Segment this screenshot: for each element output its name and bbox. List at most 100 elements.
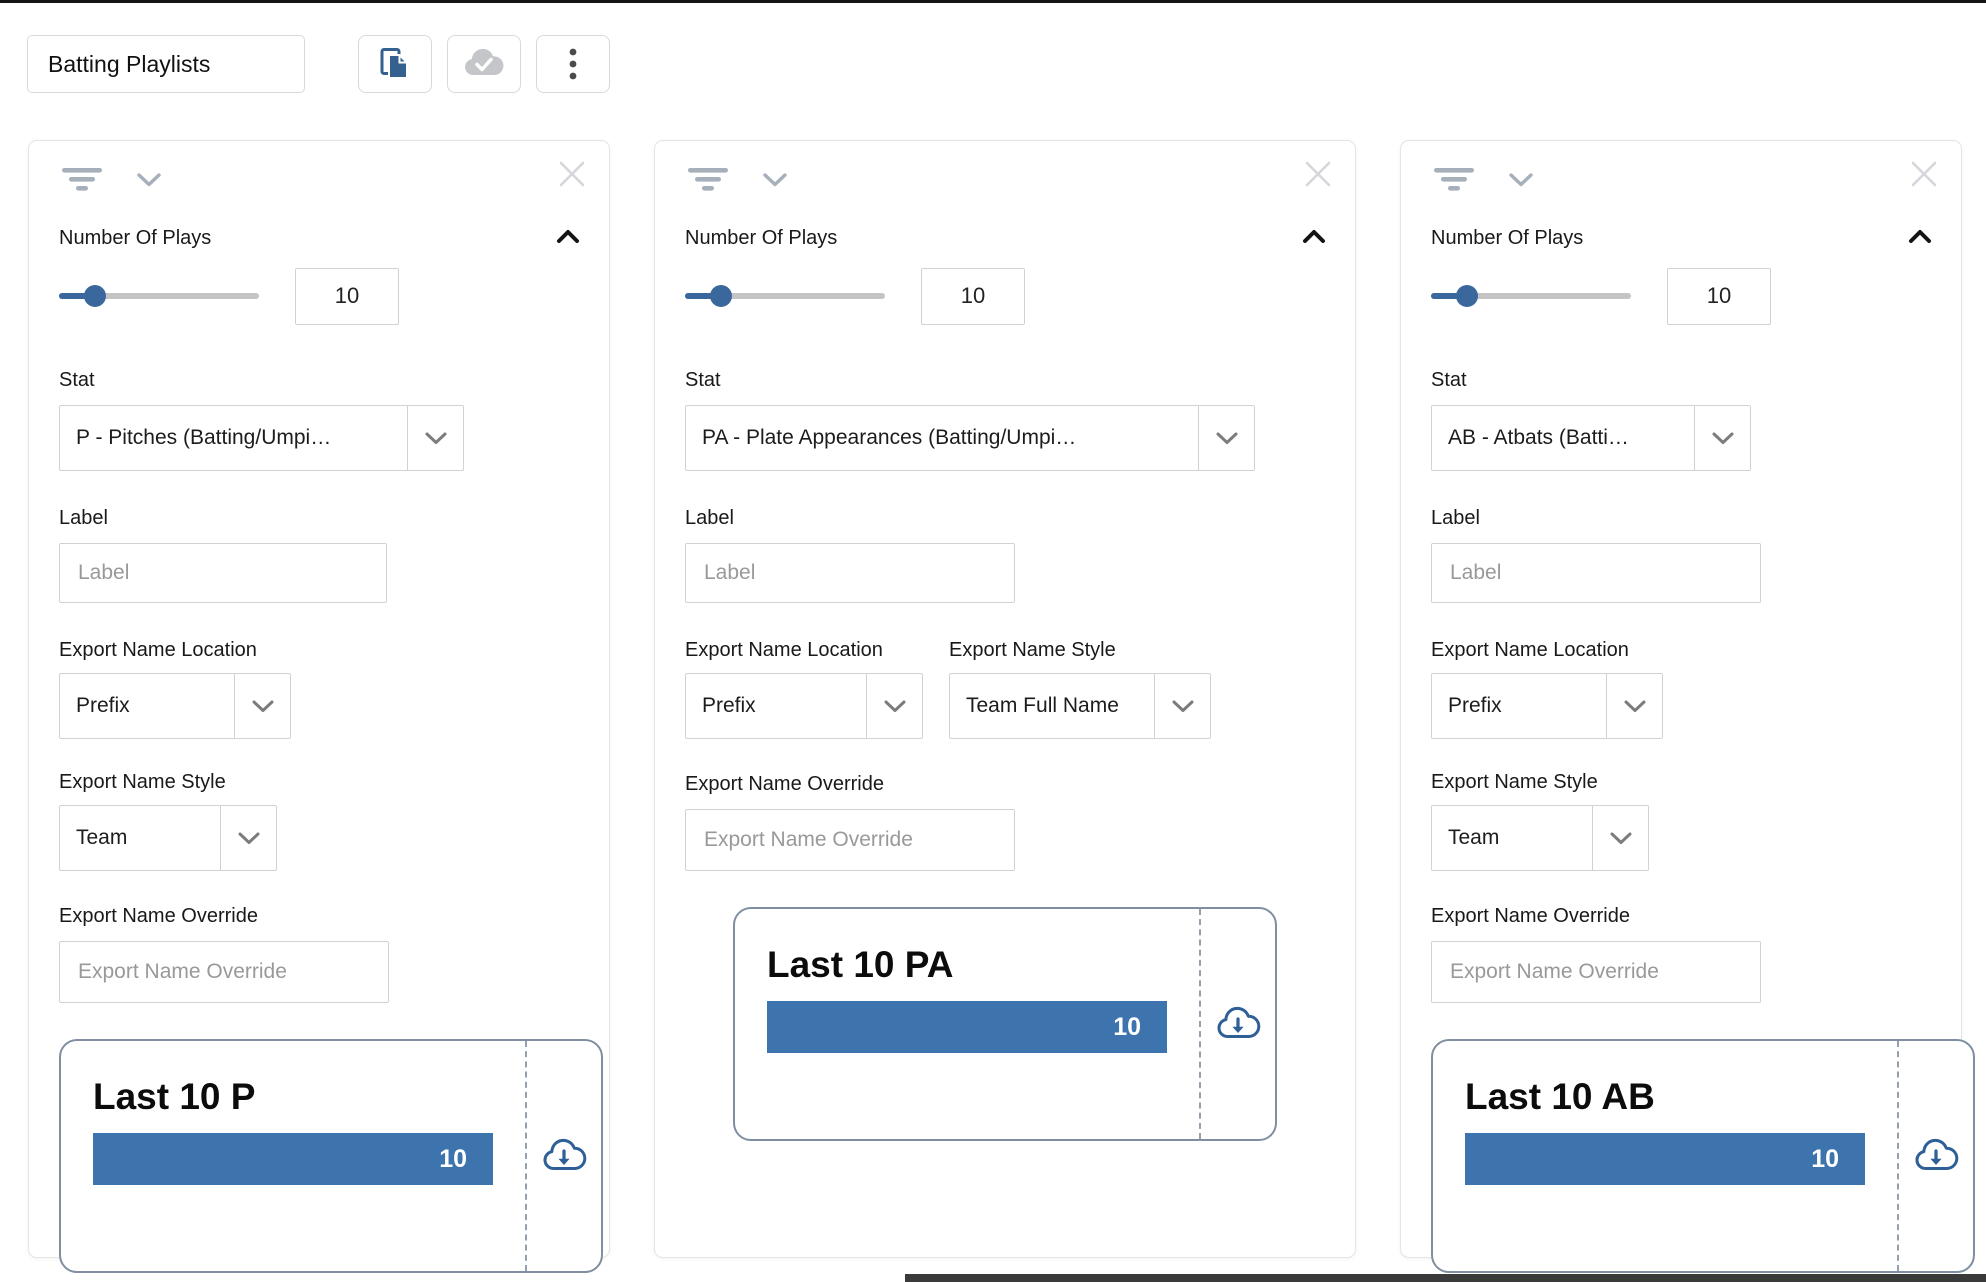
export-name-style-select[interactable]: Team — [59, 805, 277, 871]
cloud-download-icon — [543, 1138, 587, 1170]
chevron-down-icon — [1172, 700, 1193, 712]
preview-bar: 10 — [1465, 1133, 1865, 1185]
export-name-location-value: Prefix — [1448, 694, 1502, 717]
export-name-location-label: Export Name Location — [685, 639, 883, 661]
duplicate-button[interactable] — [358, 35, 432, 93]
chevron-down-icon — [1610, 832, 1631, 844]
label-input[interactable] — [59, 543, 387, 603]
number-of-plays-slider[interactable] — [1431, 285, 1631, 307]
export-name-location-select[interactable]: Prefix — [59, 673, 291, 739]
stat-select-value: PA - Plate Appearances (Batting/Umpi… — [702, 426, 1077, 449]
export-name-location-value: Prefix — [76, 694, 130, 717]
preview-title: Last 10 AB — [1465, 1076, 1655, 1117]
label-field-label: Label — [685, 507, 734, 529]
copy-pages-icon — [380, 48, 408, 79]
bottom-edge-element — [905, 1274, 1986, 1282]
playlist-title-input[interactable] — [27, 35, 305, 93]
filter-icon — [688, 168, 728, 191]
close-card-button[interactable] — [1907, 157, 1941, 191]
chevron-down-icon — [884, 700, 905, 712]
stat-label: Stat — [685, 369, 721, 391]
label-input[interactable] — [685, 543, 1015, 603]
number-of-plays-slider[interactable] — [685, 285, 885, 307]
export-name-style-label: Export Name Style — [59, 771, 226, 793]
playlist-card: Number Of Plays Stat AB - Atbats (Batti…… — [1400, 140, 1975, 1273]
number-of-plays-input[interactable] — [1667, 267, 1771, 325]
filter-icon — [1434, 168, 1474, 191]
export-name-style-value: Team — [1448, 826, 1500, 849]
collapse-section-button[interactable] — [1299, 223, 1329, 249]
number-of-plays-label: Number Of Plays — [1431, 227, 1584, 249]
label-field-label: Label — [59, 507, 108, 529]
export-name-override-label: Export Name Override — [1431, 905, 1630, 927]
export-name-style-value: Team Full Name — [966, 694, 1119, 717]
stat-select-value: P - Pitches (Batting/Umpi… — [76, 426, 332, 449]
slider-thumb[interactable] — [1456, 285, 1478, 307]
number-of-plays-input[interactable] — [921, 267, 1025, 325]
export-name-location-label: Export Name Location — [59, 639, 257, 661]
select-chevron — [407, 406, 463, 470]
chevron-down-icon — [763, 172, 787, 186]
chevron-down-icon — [1624, 700, 1645, 712]
select-chevron — [234, 674, 290, 738]
more-options-button[interactable] — [536, 35, 610, 93]
export-name-override-input[interactable] — [685, 809, 1015, 871]
label-field-label: Label — [1431, 507, 1480, 529]
export-name-override-label: Export Name Override — [685, 773, 884, 795]
preview-title: Last 10 PA — [767, 944, 954, 985]
preview-title: Last 10 P — [93, 1076, 256, 1117]
export-name-style-label: Export Name Style — [949, 639, 1116, 661]
stat-select-value: AB - Atbats (Batti… — [1448, 426, 1629, 449]
filter-button[interactable] — [59, 164, 105, 194]
preview-card: Last 10 AB 10 — [1431, 1039, 1975, 1273]
export-name-location-value: Prefix — [702, 694, 756, 717]
chevron-down-icon — [1216, 432, 1237, 444]
stat-select[interactable]: P - Pitches (Batting/Umpi… — [59, 405, 464, 471]
stat-select[interactable]: PA - Plate Appearances (Batting/Umpi… — [685, 405, 1255, 471]
export-name-override-input[interactable] — [1431, 941, 1761, 1003]
slider-thumb[interactable] — [84, 285, 106, 307]
preview-card: Last 10 P 10 — [59, 1039, 603, 1273]
card-menu-button[interactable] — [1507, 171, 1535, 188]
close-card-button[interactable] — [1301, 157, 1335, 191]
stat-label: Stat — [1431, 369, 1467, 391]
select-chevron — [220, 806, 276, 870]
export-name-location-label: Export Name Location — [1431, 639, 1629, 661]
cloud-sync-button[interactable] — [447, 35, 521, 93]
export-name-style-select[interactable]: Team Full Name — [949, 673, 1211, 739]
top-border-line — [0, 0, 1986, 3]
export-name-style-label: Export Name Style — [1431, 771, 1598, 793]
export-name-style-select[interactable]: Team — [1431, 805, 1649, 871]
label-input[interactable] — [1431, 543, 1761, 603]
card-menu-button[interactable] — [761, 171, 789, 188]
number-of-plays-slider[interactable] — [59, 285, 259, 307]
chevron-up-icon — [1303, 230, 1325, 243]
collapse-section-button[interactable] — [553, 223, 583, 249]
filter-icon — [62, 168, 102, 191]
collapse-section-button[interactable] — [1905, 223, 1935, 249]
download-button[interactable] — [1199, 909, 1275, 1139]
preview-bar-value: 10 — [439, 1144, 467, 1173]
close-card-button[interactable] — [555, 157, 589, 191]
download-button[interactable] — [1897, 1041, 1973, 1271]
slider-thumb[interactable] — [710, 285, 732, 307]
export-name-override-input[interactable] — [59, 941, 389, 1003]
number-of-plays-label: Number Of Plays — [685, 227, 838, 249]
preview-bar-value: 10 — [1113, 1012, 1141, 1041]
filter-button[interactable] — [1431, 164, 1477, 194]
export-name-location-select[interactable]: Prefix — [685, 673, 923, 739]
chevron-down-icon — [252, 700, 273, 712]
playlist-card: Number Of Plays Stat PA - Plate Appearan… — [654, 140, 1356, 1258]
chevron-down-icon — [238, 832, 259, 844]
close-icon — [559, 161, 585, 187]
select-chevron — [1592, 806, 1648, 870]
select-chevron — [1606, 674, 1662, 738]
header-toolbar — [27, 35, 610, 93]
filter-button[interactable] — [685, 164, 731, 194]
stat-select[interactable]: AB - Atbats (Batti… — [1431, 405, 1751, 471]
export-name-location-select[interactable]: Prefix — [1431, 673, 1663, 739]
download-button[interactable] — [525, 1041, 601, 1271]
card-menu-button[interactable] — [135, 171, 163, 188]
number-of-plays-input[interactable] — [295, 267, 399, 325]
chevron-down-icon — [425, 432, 446, 444]
